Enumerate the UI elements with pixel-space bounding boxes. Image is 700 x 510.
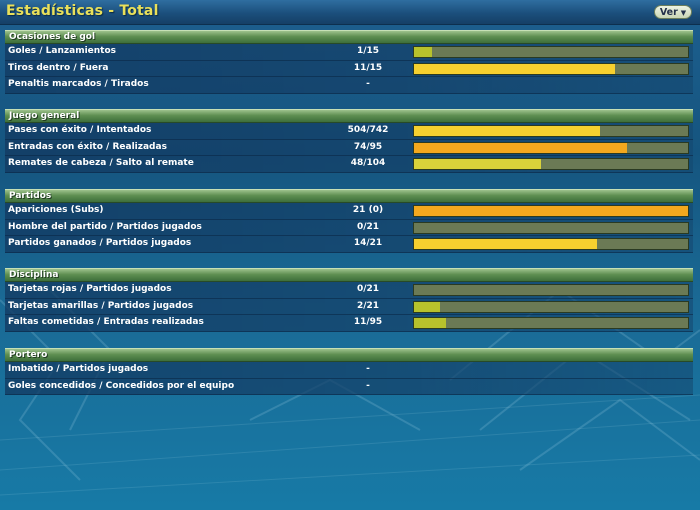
section-header: Ocasiones de gol [5, 30, 693, 44]
stat-label: Tarjetas rojas / Partidos jugados [8, 284, 172, 294]
section-header: Partidos [5, 189, 693, 203]
stat-label: Partidos ganados / Partidos jugados [8, 238, 192, 248]
page-title: Estadísticas - Total [6, 3, 159, 19]
stat-label: Penaltis marcados / Tirados [8, 79, 149, 89]
stat-row: Goles / Lanzamientos 1/15 [5, 44, 693, 61]
stat-row: Tarjetas rojas / Partidos jugados 0/21 [5, 282, 693, 299]
stat-row: Faltas cometidas / Entradas realizadas 1… [5, 315, 693, 332]
stat-value: 1/15 [356, 46, 380, 56]
ver-button[interactable]: Ver ▼ [654, 5, 692, 19]
stat-value: 0/21 [356, 284, 380, 294]
section-juego-general: Juego general Pases con éxito / Intentad… [5, 109, 693, 173]
stat-bar-fill [414, 318, 446, 328]
stat-label: Goles / Lanzamientos [8, 46, 117, 56]
stat-bar [413, 141, 689, 154]
stat-row: Tiros dentro / Fuera 11/15 [5, 60, 693, 77]
stat-value: 11/95 [353, 317, 383, 327]
stat-bar [413, 221, 689, 234]
stat-bar-fill [414, 63, 615, 74]
section-header: Disciplina [5, 268, 693, 282]
stat-row: Remates de cabeza / Salto al remate 48/1… [5, 156, 693, 173]
stat-row: Hombre del partido / Partidos jugados 0/… [5, 219, 693, 236]
stat-row: Penaltis marcados / Tirados - [5, 77, 693, 94]
stat-bar-fill [414, 47, 433, 57]
stat-row: Pases con éxito / Intentados 504/742 [5, 123, 693, 140]
stat-bar [413, 158, 689, 170]
stat-label: Goles concedidos / Concedidos por el equ… [8, 380, 235, 391]
stat-label: Tiros dentro / Fuera [8, 62, 109, 73]
stat-bar [413, 205, 689, 217]
stat-value: 21 (0) [352, 205, 384, 215]
stat-value: - [366, 79, 370, 89]
stat-label: Entradas con éxito / Realizadas [8, 141, 167, 152]
stat-value: 74/95 [353, 141, 383, 152]
stat-value: 11/15 [353, 62, 383, 73]
stat-value: 48/104 [350, 158, 386, 168]
stat-value: 2/21 [356, 300, 380, 311]
stat-row: Apariciones (Subs) 21 (0) [5, 203, 693, 220]
stat-label: Faltas cometidas / Entradas realizadas [8, 317, 204, 327]
stat-label: Imbatido / Partidos jugados [8, 364, 149, 374]
section-disciplina: Disciplina Tarjetas rojas / Partidos jug… [5, 268, 693, 332]
stat-bar-fill [414, 206, 688, 216]
stat-value: 504/742 [347, 125, 389, 135]
section-portero: Portero Imbatido / Partidos jugados - Go… [5, 348, 693, 395]
stat-label: Hombre del partido / Partidos jugados [8, 221, 202, 232]
stat-bar [413, 317, 689, 329]
section-ocasiones-de-gol: Ocasiones de gol Goles / Lanzamientos 1/… [5, 30, 693, 94]
stat-label: Apariciones (Subs) [8, 205, 104, 215]
stat-row: Goles concedidos / Concedidos por el equ… [5, 378, 693, 395]
stat-bar [413, 62, 689, 75]
stat-bar [413, 238, 689, 250]
chevron-down-icon: ▼ [680, 9, 687, 17]
stat-value: 14/21 [353, 238, 383, 248]
stat-row: Imbatido / Partidos jugados - [5, 362, 693, 379]
stat-value: - [366, 364, 370, 374]
section-partidos: Partidos Apariciones (Subs) 21 (0) Hombr… [5, 189, 693, 253]
ver-button-label: Ver [659, 7, 678, 18]
stat-label: Remates de cabeza / Salto al remate [8, 158, 194, 168]
stat-value: 0/21 [356, 221, 380, 232]
stat-row: Tarjetas amarillas / Partidos jugados 2/… [5, 298, 693, 315]
stat-bar-fill [414, 239, 597, 249]
section-header: Juego general [5, 109, 693, 123]
stat-bar-fill [414, 142, 628, 153]
stat-bar-fill [414, 159, 541, 169]
stat-bar-fill [414, 301, 441, 312]
title-bar: Estadísticas - Total Ver ▼ [0, 0, 700, 25]
stat-bar [413, 284, 689, 296]
stat-label: Pases con éxito / Intentados [8, 125, 152, 135]
stat-label: Tarjetas amarillas / Partidos jugados [8, 300, 194, 311]
stat-bar [413, 300, 689, 313]
stat-bar-fill [414, 126, 601, 136]
stat-row: Partidos ganados / Partidos jugados 14/2… [5, 236, 693, 253]
stat-bar [413, 46, 689, 58]
section-header: Portero [5, 348, 693, 362]
stat-bar [413, 125, 689, 137]
stat-value: - [366, 380, 370, 391]
stat-row: Entradas con éxito / Realizadas 74/95 [5, 139, 693, 156]
